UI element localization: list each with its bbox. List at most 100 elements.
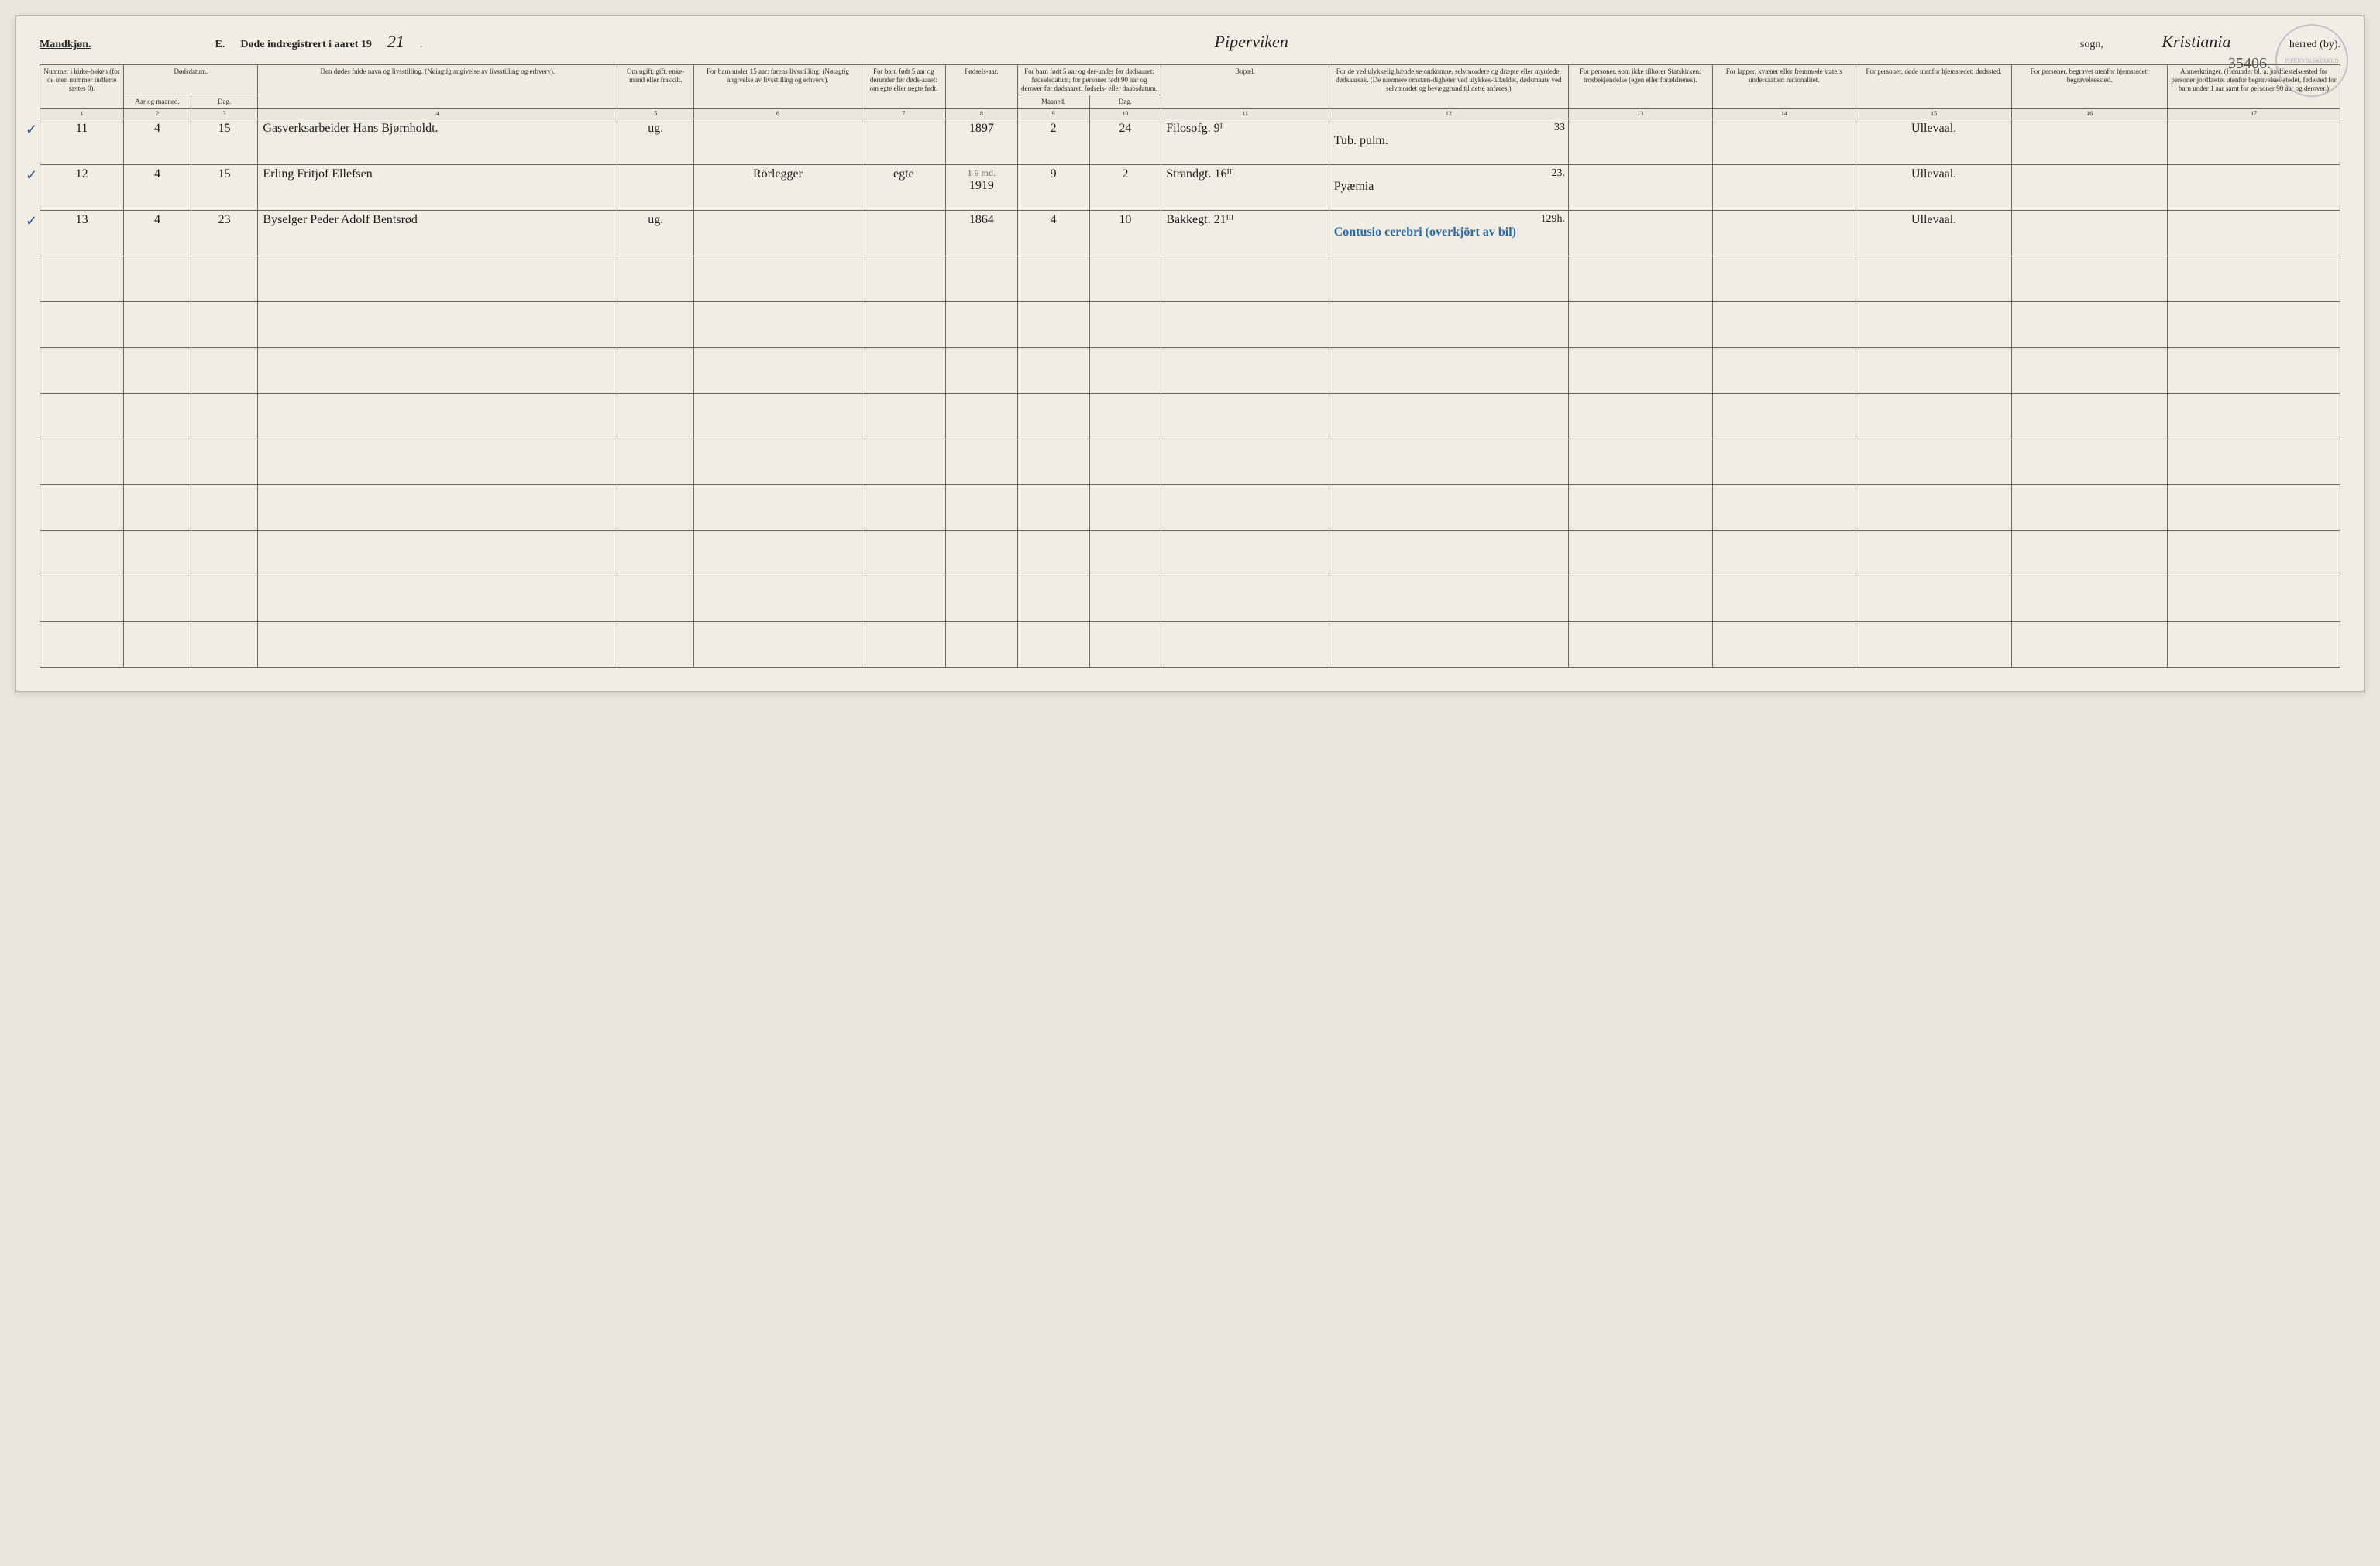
table-cell-empty (2012, 530, 2168, 576)
table-row-empty (40, 301, 2340, 347)
table-cell-empty (1569, 621, 1713, 667)
table-cell-empty (1089, 484, 1161, 530)
col-header-burial: For personer, begravet utenfor hjemstede… (2012, 65, 2168, 109)
table-row: ✓12415Erling Fritjof EllefsenRörleggereg… (40, 164, 2340, 210)
col-header-birthdate-group: For barn født 5 aar og der-under før død… (1017, 65, 1161, 95)
table-cell-empty (1089, 301, 1161, 347)
table-cell-empty (1712, 439, 1856, 484)
table-cell-empty (1161, 530, 1329, 576)
table-cell-empty (694, 347, 862, 393)
table-cell-empty (1017, 576, 1089, 621)
table-cell-empty (40, 621, 124, 667)
table-cell: 129h.Contusio cerebri (overkjört av bil) (1329, 210, 1568, 256)
table-cell-empty (617, 301, 694, 347)
table-cell-empty (1089, 576, 1161, 621)
table-cell: egte (862, 164, 945, 210)
table-cell-empty (694, 576, 862, 621)
table-cell: 1864 (945, 210, 1017, 256)
table-cell-empty (258, 347, 617, 393)
table-row-empty (40, 484, 2340, 530)
table-cell: 10 (1089, 210, 1161, 256)
table-cell-empty (1712, 301, 1856, 347)
table-cell-empty (1569, 439, 1713, 484)
table-row: ✓11415Gasverksarbeider Hans Bjørnholdt.u… (40, 119, 2340, 164)
table-cell-empty (1856, 393, 2012, 439)
table-row-empty (40, 530, 2340, 576)
table-cell: ✓11 (40, 119, 124, 164)
death-register-table: Nummer i kirke-bøken (for de uten nummer… (40, 64, 2340, 668)
table-cell-empty (2012, 576, 2168, 621)
table-cell-empty (1856, 256, 2012, 301)
col-header-cause: For de ved ulykkelig hændelse omkomne, s… (1329, 65, 1568, 109)
col-header-marital: Om ugift, gift, enke-mand eller fraskilt… (617, 65, 694, 109)
table-cell-empty (617, 439, 694, 484)
colnum: 16 (2012, 109, 2168, 119)
table-cell-empty (1161, 301, 1329, 347)
table-cell-empty (1017, 621, 1089, 667)
table-cell-empty (1569, 301, 1713, 347)
table-cell (2012, 210, 2168, 256)
table-cell-empty (124, 439, 191, 484)
colnum: 3 (191, 109, 258, 119)
table-cell-empty (191, 301, 258, 347)
table-cell (694, 119, 862, 164)
table-cell-empty (1329, 347, 1568, 393)
table-cell-empty (258, 530, 617, 576)
table-cell-empty (617, 484, 694, 530)
table-cell-empty (2012, 439, 2168, 484)
table-cell-empty (862, 576, 945, 621)
table-cell-empty (40, 484, 124, 530)
table-cell-empty (124, 347, 191, 393)
table-cell-empty (191, 439, 258, 484)
table-cell-empty (862, 484, 945, 530)
table-cell-empty (191, 347, 258, 393)
table-cell (2168, 119, 2340, 164)
table-cell-empty (124, 576, 191, 621)
table-cell: 4 (124, 210, 191, 256)
colnum: 14 (1712, 109, 1856, 119)
table-cell-empty (1017, 530, 1089, 576)
church-stamp: PIPERVIKSKIRKEN (2275, 24, 2348, 97)
stamp-text: PIPERVIKSKIRKEN (2285, 57, 2339, 64)
section-letter: E. (215, 39, 225, 51)
table-cell: 4 (124, 164, 191, 210)
table-cell-empty (1017, 484, 1089, 530)
table-cell (1569, 164, 1713, 210)
col-header-birthyear: Fødsels-aar. (945, 65, 1017, 109)
table-cell-empty (1329, 393, 1568, 439)
table-cell-empty (862, 393, 945, 439)
colnum: 10 (1089, 109, 1161, 119)
table-cell-empty (862, 256, 945, 301)
page-header: Mandkjøn. E. Døde indregistrert i aaret … (40, 32, 2340, 52)
col-header-nation: For lapper, kvæner eller fremmede stater… (1712, 65, 1856, 109)
table-cell-empty (124, 393, 191, 439)
table-cell-empty (1089, 621, 1161, 667)
col-header-day: Dag. (191, 95, 258, 109)
col-header-name: Den dødes fulde navn og livsstilling. (N… (258, 65, 617, 109)
col-header-parent: For barn under 15 aar: farens livsstilli… (694, 65, 862, 109)
parish-name: Piperviken (438, 32, 2065, 52)
table-cell-empty (617, 621, 694, 667)
table-cell-empty (1712, 256, 1856, 301)
table-cell-empty (40, 256, 124, 301)
table-cell (862, 119, 945, 164)
table-cell-empty (1329, 256, 1568, 301)
page-number: 35406. (2228, 55, 2271, 73)
table-row-empty (40, 256, 2340, 301)
table-cell-empty (1017, 393, 1089, 439)
colnum: 4 (258, 109, 617, 119)
table-cell-empty (2012, 347, 2168, 393)
table-cell-empty (1329, 576, 1568, 621)
table-cell-empty (945, 530, 1017, 576)
table-cell-empty (945, 439, 1017, 484)
table-cell-empty (2168, 484, 2340, 530)
table-cell (2168, 210, 2340, 256)
column-number-row: 1 2 3 4 5 6 7 8 9 10 11 12 13 14 15 16 1… (40, 109, 2340, 119)
table-cell-empty (1089, 256, 1161, 301)
table-cell: ug. (617, 119, 694, 164)
table-cell-empty (1017, 347, 1089, 393)
table-cell-empty (945, 347, 1017, 393)
colnum: 13 (1569, 109, 1713, 119)
table-cell-empty (694, 484, 862, 530)
gender-label: Mandkjøn. (40, 39, 91, 51)
